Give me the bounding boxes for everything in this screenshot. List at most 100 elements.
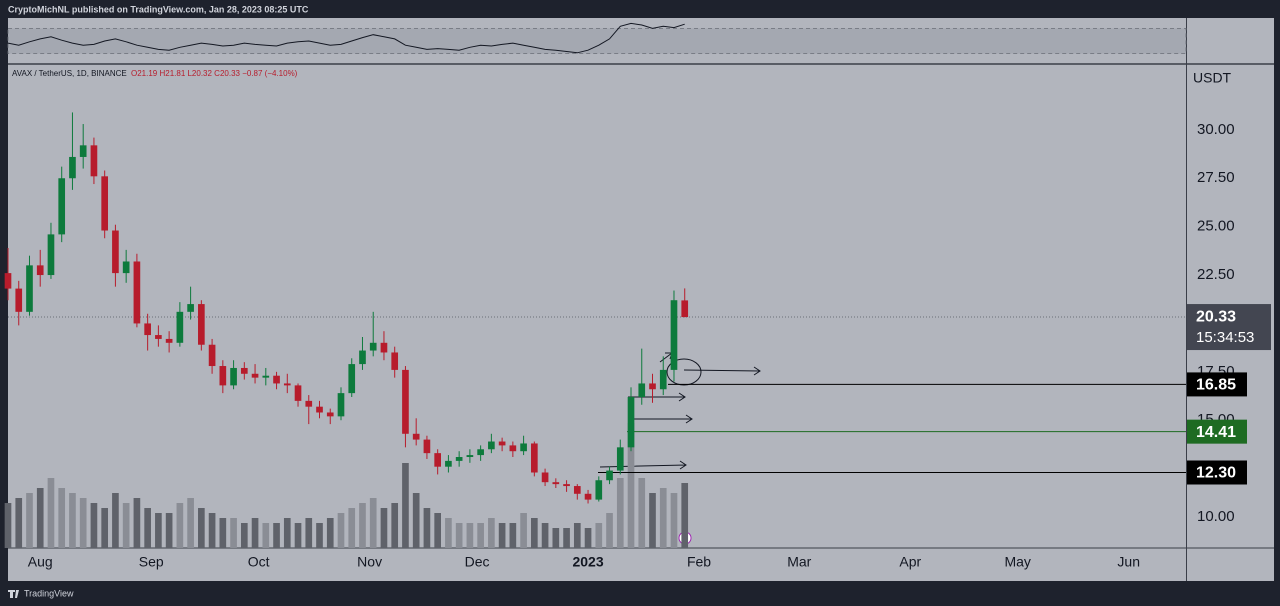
candle-body (380, 342, 388, 353)
candle-body (348, 364, 356, 394)
level-label-box (1187, 419, 1247, 444)
volume-bar (187, 498, 194, 548)
candle-body (122, 261, 130, 274)
arrow-drawing (632, 414, 693, 424)
volume-bar (36, 488, 44, 548)
candle-body (69, 156, 76, 179)
last-price-box (1187, 304, 1271, 351)
volume-bar (316, 523, 323, 548)
candle-body (4, 273, 12, 289)
volume-bar (273, 523, 280, 548)
candle-body (283, 383, 291, 386)
indicator-band (7, 27, 1187, 55)
candle-body (455, 457, 463, 461)
y-tick-label: 30.00 (1197, 121, 1235, 138)
level-label: 12.30 (1196, 465, 1236, 482)
indicator-line (7, 22, 685, 54)
candle-body (240, 367, 248, 374)
candle-body (337, 393, 345, 417)
volume-bar (122, 503, 130, 548)
candle-body (477, 449, 484, 456)
candle-body (541, 472, 549, 483)
ohlc-label: O21.19 H21.81 L20.32 C20.33 −0.87 (−4.10… (131, 69, 298, 78)
volume-bar (4, 503, 12, 548)
volume-bar (47, 478, 55, 548)
header: CryptoMichNL published on TradingView.co… (8, 4, 309, 14)
volume-bar (488, 518, 495, 548)
candle-body (531, 443, 538, 473)
candle-body (498, 441, 506, 446)
candle-body (488, 441, 495, 450)
y-tick-label: 22.50 (1197, 266, 1235, 283)
volume-bar (305, 518, 313, 548)
candle-body (144, 323, 151, 336)
volume-bar (208, 513, 216, 548)
circle-drawing (666, 358, 702, 386)
volume-bar (412, 493, 420, 548)
candle-body (165, 338, 173, 343)
candle-body (36, 265, 44, 276)
y-tick-label: 27.50 (1197, 169, 1235, 186)
volume-bar (509, 523, 517, 548)
volume-bar (649, 493, 656, 548)
y-tick-label: 25.00 (1197, 218, 1235, 235)
candle-body (681, 300, 689, 318)
logo (8, 590, 19, 598)
candle-body (198, 304, 205, 345)
arrow-drawing (599, 460, 687, 470)
volume-bar (176, 503, 184, 548)
volume-bar (15, 498, 23, 548)
candle-body (369, 342, 377, 351)
volume-bar (144, 508, 151, 548)
candle-body (219, 366, 227, 386)
volume-bar (616, 478, 624, 548)
candle-body (359, 350, 366, 365)
level-label-box (1187, 372, 1247, 397)
arrow-drawing (628, 392, 686, 402)
candle-body (15, 288, 23, 312)
volume-bar (681, 483, 689, 548)
x-tick-label: Nov (357, 554, 382, 570)
candle-body (616, 447, 624, 471)
candle-body (155, 335, 162, 339)
candle-body (208, 344, 216, 367)
volume-bar (455, 523, 463, 548)
volume-bar (348, 508, 356, 548)
candle-body (509, 445, 517, 452)
x-tick-label: Oct (248, 554, 270, 570)
volume-bar (359, 503, 366, 548)
candle-body (412, 433, 420, 440)
volume-bar (198, 508, 205, 548)
footer-logo (8, 590, 19, 598)
candle-body (638, 383, 646, 398)
volume-bar (434, 513, 441, 548)
candle-body (520, 443, 527, 452)
volume-bar (531, 518, 538, 548)
volume-bar (283, 518, 291, 548)
currency-label: USDT (1193, 70, 1232, 86)
candle-body (552, 482, 560, 485)
volume-bar (477, 523, 484, 548)
candle-body (649, 383, 656, 390)
candle-body (466, 455, 474, 458)
candle-body (187, 304, 194, 312)
candle-body (326, 412, 334, 417)
volume-bar (498, 523, 506, 548)
volume-bar (240, 523, 248, 548)
volume-bar (445, 518, 452, 548)
candle-body (584, 493, 592, 500)
volume-bar (520, 513, 527, 548)
candle-body (445, 460, 452, 467)
volume-bar (541, 523, 549, 548)
candle-body (563, 484, 570, 487)
volume-bar (251, 518, 259, 548)
candle-body (294, 385, 302, 401)
volume-bar (552, 528, 560, 548)
candle-body (305, 400, 313, 407)
candle-body (26, 265, 33, 312)
candle-body (573, 486, 581, 494)
volume-bar (112, 493, 119, 548)
volume-bar (563, 528, 570, 548)
candle-body (176, 311, 184, 343)
